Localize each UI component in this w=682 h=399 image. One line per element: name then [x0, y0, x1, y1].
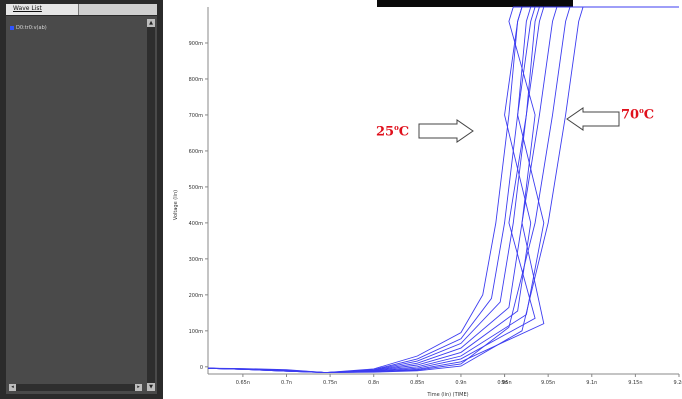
- wave-color-swatch: [10, 25, 14, 30]
- series-line-4: [207, 6, 679, 374]
- x-tick-label: 0.9n: [455, 380, 466, 386]
- scroll-up-arrow-icon[interactable]: ▲: [147, 19, 155, 27]
- plot-title-bar: [377, 0, 573, 7]
- series-line-10: [207, 6, 679, 374]
- y-tick-label: 0: [200, 365, 203, 371]
- series-line-9: [207, 6, 679, 374]
- x-tick-label: 0.85n: [410, 380, 424, 386]
- series-layer: [207, 6, 679, 374]
- plot-area[interactable]: 0 100m 200m 300m 400m 500m 600m 700m 800m 900m 0.…: [163, 0, 682, 399]
- label-25c-unit: C: [398, 124, 410, 140]
- x-tick-label: 0.8n: [368, 380, 379, 386]
- scroll-down-arrow-icon[interactable]: ▼: [147, 383, 155, 391]
- series-line-6: [207, 6, 679, 374]
- y-tick-label: 100m: [189, 329, 204, 335]
- x-tick-label: 9.15n: [628, 380, 642, 386]
- x-tick-label: 0.75n: [323, 380, 337, 386]
- series-line-1: [207, 6, 679, 374]
- wave-list: D0:tr0:v(ab) ▲ ▼ ◂ ▸: [6, 16, 157, 394]
- x-tick-label: 9.05n: [541, 380, 555, 386]
- arrow-25c-icon: [418, 119, 474, 143]
- wave-list-tab-bar: Wave List: [6, 4, 157, 15]
- wave-list-tab-label: Wave List: [13, 5, 42, 12]
- arrow-70c-icon: [566, 107, 620, 131]
- label-25c-degree: o: [394, 123, 399, 132]
- label-25c: 25oC: [376, 123, 409, 139]
- x-tick-label: 0.65n: [236, 380, 250, 386]
- label-70c-value: 70: [621, 107, 640, 123]
- x-tick-label: 0.7n: [281, 380, 292, 386]
- label-25c-value: 25: [376, 124, 395, 140]
- y-axis: 0 100m 200m 300m 400m 500m 600m 700m 800m 900m: [189, 7, 209, 374]
- label-70c-unit: C: [643, 107, 655, 123]
- x-tick-label: 9n: [501, 380, 507, 386]
- wave-list-item-label: D0:tr0:v(ab): [16, 24, 47, 31]
- series-line-3: [207, 6, 679, 374]
- x-tick-label: 0.95n: [497, 380, 511, 386]
- x-axis-label: Time (lin) (TIME): [426, 392, 468, 398]
- y-tick-label: 500m: [189, 185, 204, 191]
- y-axis-label: Voltage (lin): [173, 190, 179, 220]
- wave-list-tab[interactable]: Wave List: [6, 4, 79, 15]
- label-70c: 70oC: [621, 106, 654, 122]
- vertical-scrollbar[interactable]: ▲ ▼: [147, 19, 155, 391]
- wave-list-item[interactable]: D0:tr0:v(ab): [10, 23, 47, 32]
- series-line-2: [207, 6, 679, 374]
- series-line-8: [207, 6, 679, 374]
- series-line-7: [207, 6, 679, 374]
- y-tick-label: 300m: [189, 257, 204, 263]
- y-tick-label: 700m: [189, 113, 204, 119]
- scroll-left-arrow-icon[interactable]: ◂: [9, 384, 16, 391]
- y-tick-label: 800m: [189, 77, 204, 83]
- label-70c-degree: o: [639, 106, 644, 115]
- scroll-right-arrow-icon[interactable]: ▸: [135, 384, 142, 391]
- series-line-5: [207, 6, 679, 374]
- y-tick-label: 200m: [189, 293, 204, 299]
- x-tick-label: 9.1n: [586, 380, 597, 386]
- y-tick-label: 600m: [189, 149, 204, 155]
- wave-list-panel: Wave List D0:tr0:v(ab) ▲ ▼ ◂ ▸: [0, 0, 163, 399]
- horizontal-scrollbar[interactable]: ◂ ▸: [9, 384, 142, 391]
- x-tick-label: 9.2n: [673, 380, 682, 386]
- y-tick-label: 900m: [189, 41, 204, 47]
- y-tick-label: 400m: [189, 221, 204, 227]
- waveform-chart: 0 100m 200m 300m 400m 500m 600m 700m 800m 900m 0.…: [173, 6, 682, 398]
